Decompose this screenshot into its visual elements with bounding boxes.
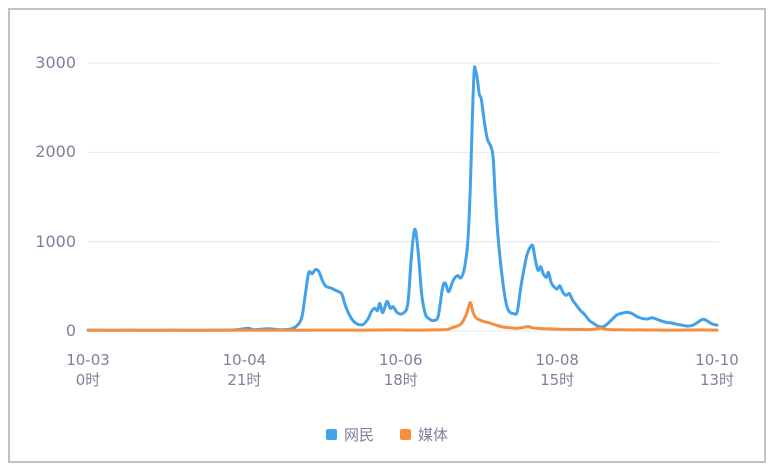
x-tick-label-10-10: 10-10 13时	[695, 351, 739, 389]
legend-label: 网民	[343, 426, 374, 444]
legend-label: 媒体	[418, 426, 449, 444]
legend-item-媒体[interactable]: 媒体	[400, 424, 448, 445]
chart-legend: 网民 媒体	[0, 424, 774, 445]
chart-frame-border	[8, 8, 766, 463]
x-tick-label-10-08: 10-08 15时	[535, 351, 579, 389]
series-line-网民[interactable]	[86, 65, 719, 332]
series-line-媒体[interactable]	[86, 301, 719, 332]
x-tick-label-10-04: 10-04 21时	[222, 351, 267, 389]
legend-swatch-icon	[400, 429, 411, 440]
legend-item-网民[interactable]: 网民	[325, 424, 374, 445]
y-tick-label-0: 0	[65, 321, 76, 340]
y-tick-label-1000: 1000	[35, 231, 76, 251]
x-tick-label-10-03: 10-03 0时	[66, 351, 110, 389]
legend-swatch-icon	[325, 429, 337, 440]
x-tick-label-10-06: 10-06 18时	[378, 351, 423, 389]
y-tick-label-3000: 3000	[35, 53, 76, 72]
y-tick-label-2000: 2000	[35, 142, 76, 162]
